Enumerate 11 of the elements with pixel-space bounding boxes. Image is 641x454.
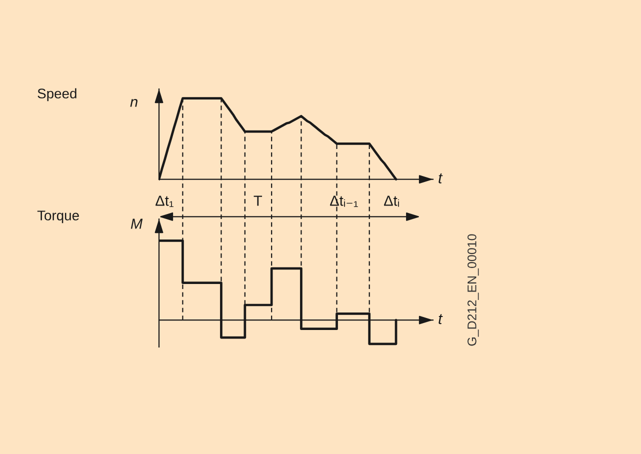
- y-axis-title: M: [130, 218, 143, 229]
- text: G_D212_EN_00010: [468, 234, 479, 346]
- text: Δt₁: [156, 196, 174, 207]
- chart-title: Speed: [38, 88, 76, 102]
- y-axis-title: n: [130, 98, 138, 107]
- x-axis-title: t: [438, 173, 443, 184]
- text: T: [254, 196, 262, 206]
- chart-title: Torque: [37, 210, 79, 224]
- text: Δtᵢ₋₁: [330, 196, 358, 207]
- text: Δtᵢ: [384, 196, 399, 207]
- x-axis-title: t: [438, 314, 443, 324]
